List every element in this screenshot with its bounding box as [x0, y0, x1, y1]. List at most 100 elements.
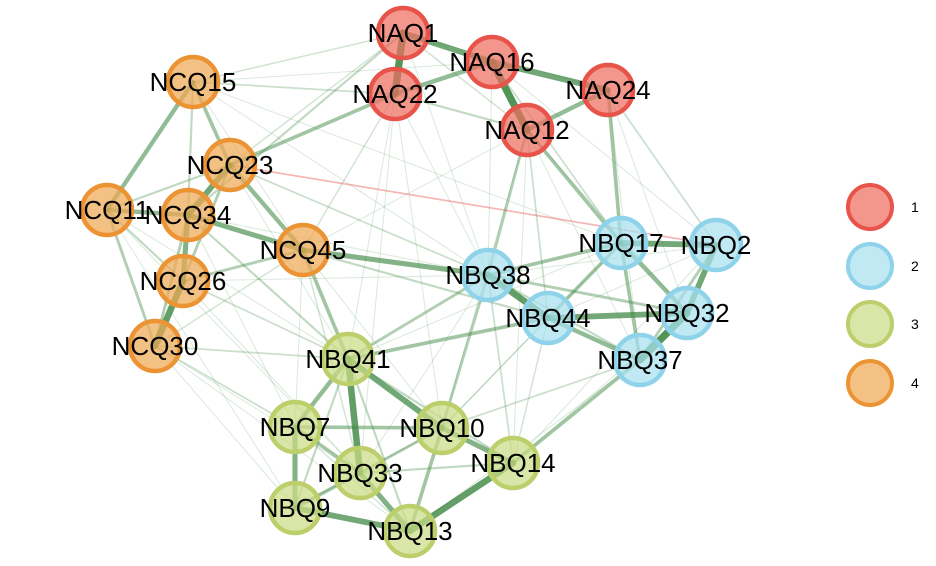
- edge-NAQ12-NBQ44: [526, 129, 549, 319]
- edge-NCQ45-NBQ38: [300, 247, 491, 278]
- node-NBQ13: [382, 503, 438, 559]
- node-NBQ7: [267, 399, 323, 455]
- edge-NAQ22-NCQ23: [228, 92, 397, 167]
- edge-NCQ34-NBQ38: [187, 214, 489, 276]
- edge-NAQ22-NBQ38: [394, 93, 489, 276]
- node-label-NCQ26: NCQ26: [140, 266, 227, 296]
- edge-NAQ1-NCQ15: [192, 32, 404, 83]
- edge-NCQ26-NBQ33: [182, 280, 361, 474]
- legend-label-group3: 3: [911, 316, 919, 332]
- edge-NAQ22-NBQ10: [394, 93, 443, 429]
- legend-swatch-group2-icon: [846, 241, 894, 290]
- node-NBQ37: [612, 332, 668, 388]
- legend-item-group3: 3: [846, 300, 919, 348]
- node-NAQ24: [580, 62, 636, 118]
- edge-NBQ37-NBQ14: [511, 358, 642, 465]
- node-NBQ38: [460, 247, 516, 303]
- edge-NAQ22-NBQ41: [347, 93, 396, 360]
- node-NBQ17: [593, 215, 649, 271]
- legend-label-group1: 1: [911, 199, 919, 215]
- edge-NBQ38-NBQ32: [486, 273, 689, 315]
- node-label-NAQ1: NAQ1: [368, 18, 439, 48]
- node-label-NBQ7: NBQ7: [260, 412, 331, 442]
- node-NCQ45: [275, 222, 331, 278]
- node-label-NBQ33: NBQ33: [317, 458, 402, 488]
- legend-item-group2: 2: [846, 241, 919, 290]
- node-label-NAQ16: NAQ16: [449, 47, 534, 77]
- node-label-NAQ12: NAQ12: [484, 115, 569, 145]
- legend: 1 2 3 4: [846, 183, 919, 407]
- edge-NAQ24-NBQ2: [607, 89, 717, 246]
- node-label-NCQ30: NCQ30: [112, 331, 199, 361]
- node-label-NCQ15: NCQ15: [150, 67, 237, 97]
- node-label-NCQ11: NCQ11: [65, 195, 150, 225]
- node-label-NBQ14: NBQ14: [470, 448, 555, 478]
- edge-NCQ30-NCQ45: [154, 249, 304, 347]
- node-NBQ41: [320, 331, 376, 387]
- edge-NAQ1-NCQ23: [229, 32, 404, 166]
- node-label-NBQ2: NBQ2: [681, 230, 752, 260]
- node-label-NAQ24: NAQ24: [565, 75, 650, 105]
- node-NCQ30: [127, 318, 183, 374]
- edge-NAQ16-NBQ38: [487, 61, 493, 276]
- edge-NAQ16-NCQ15: [192, 61, 493, 83]
- node-label-NCQ23: NCQ23: [187, 150, 274, 180]
- node-label-NBQ44: NBQ44: [505, 303, 590, 333]
- node-NBQ44: [520, 290, 576, 346]
- node-NCQ34: [160, 187, 216, 243]
- edge-NAQ16-NBQ17: [491, 61, 622, 244]
- legend-label-group2: 2: [911, 257, 919, 274]
- node-label-NBQ13: NBQ13: [367, 516, 452, 546]
- node-label-NBQ17: NBQ17: [578, 228, 663, 258]
- edge-NCQ34-NBQ41: [186, 213, 350, 361]
- node-label-NAQ22: NAQ22: [352, 79, 437, 109]
- edge-NAQ22-NBQ33: [359, 93, 396, 474]
- node-label-NCQ34: NCQ34: [145, 200, 232, 230]
- legend-item-group4: 4: [846, 358, 919, 407]
- edge-NBQ38-NBQ33: [359, 274, 489, 474]
- node-NBQ14: [485, 435, 541, 491]
- node-label-NBQ41: NBQ41: [305, 344, 390, 374]
- node-label-NBQ10: NBQ10: [399, 413, 484, 443]
- node-NBQ10: [414, 400, 470, 456]
- edge-NAQ22-NCQ15: [192, 81, 396, 95]
- edge-NCQ26-NBQ38: [182, 274, 489, 282]
- edge-NCQ34-NBQ7: [187, 214, 296, 428]
- node-label-NBQ32: NBQ32: [644, 298, 729, 328]
- node-NAQ16: [464, 34, 520, 90]
- edge-NAQ22-NCQ45: [302, 93, 396, 251]
- edge-NCQ45-NBQ44: [301, 248, 550, 320]
- edge-NBQ38-NBQ14: [487, 274, 514, 464]
- edge-NCQ23-NBQ38: [229, 164, 489, 276]
- edge-NAQ16-NBQ2: [491, 61, 717, 246]
- edge-NCQ15-NBQ38: [192, 81, 489, 276]
- node-NBQ2: [688, 217, 744, 273]
- legend-swatch-group1-icon: [846, 183, 894, 231]
- edge-NCQ30-NBQ41: [154, 345, 349, 360]
- node-label-NBQ38: NBQ38: [445, 260, 530, 290]
- edge-NAQ24-NBQ32: [607, 89, 688, 314]
- edge-NBQ2-NBQ44: [547, 244, 717, 319]
- node-label-NCQ45: NCQ45: [260, 235, 347, 265]
- edge-NBQ41-NBQ13: [346, 357, 412, 533]
- edge-NBQ37-NBQ10: [441, 359, 641, 429]
- edge-NCQ11-NBQ41: [106, 209, 349, 360]
- edge-NAQ1-NBQ38: [402, 32, 489, 276]
- node-NBQ33: [332, 445, 388, 501]
- edge-NCQ45-NBQ10: [302, 249, 443, 429]
- node-NAQ1: [375, 5, 431, 61]
- edge-NCQ30-NBQ33: [154, 345, 361, 474]
- edge-NCQ15-NBQ17: [192, 81, 622, 244]
- legend-swatch-group4-icon: [846, 358, 894, 407]
- node-label-NBQ37: NBQ37: [597, 345, 682, 375]
- edge-NCQ11-NBQ9: [106, 209, 296, 509]
- legend-swatch-group3-icon: [846, 300, 894, 348]
- node-NBQ32: [659, 285, 715, 341]
- node-NAQ22: [367, 66, 423, 122]
- node-NBQ9: [267, 480, 323, 536]
- edge-NAQ12-NBQ37: [526, 129, 641, 361]
- edge-NBQ44-NBQ41: [346, 316, 550, 361]
- edge-NCQ26-NBQ41: [182, 280, 349, 360]
- node-NCQ15: [165, 54, 221, 110]
